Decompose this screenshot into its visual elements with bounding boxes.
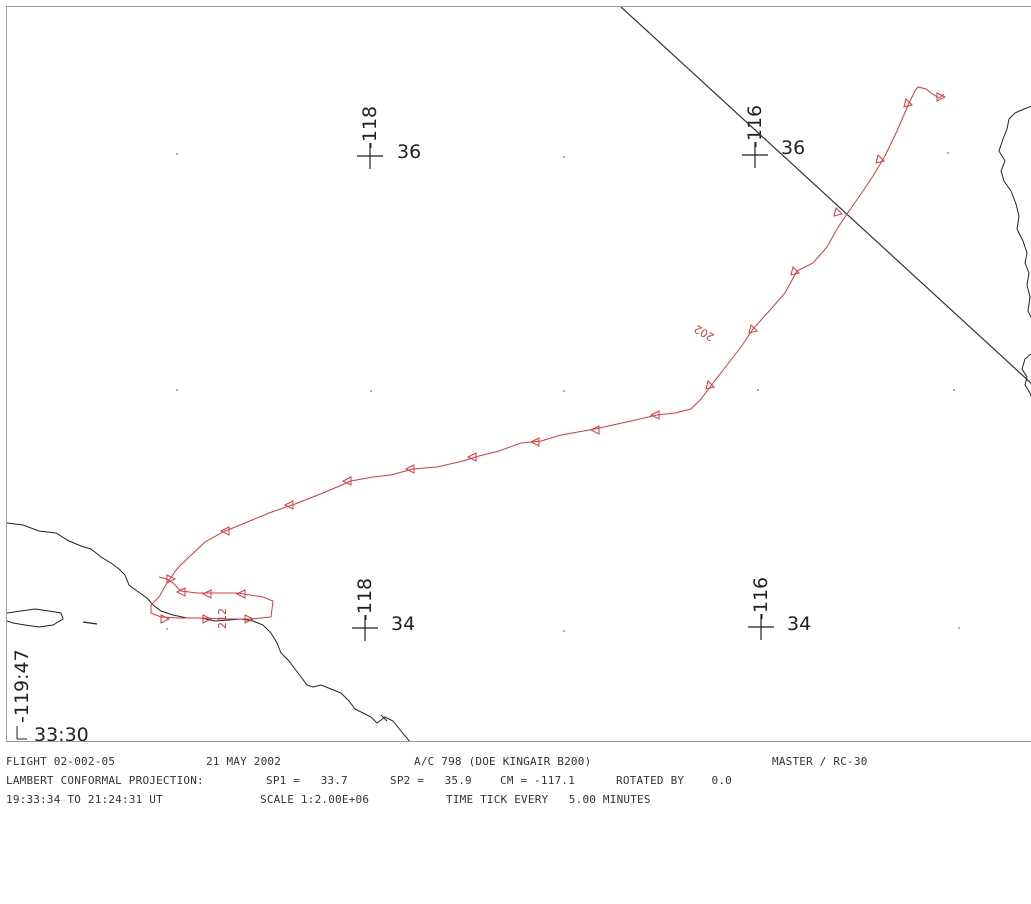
coastline-islet	[82, 621, 98, 625]
time-tick	[748, 324, 758, 334]
lat-label: 36	[397, 141, 421, 163]
time-tick	[649, 410, 660, 420]
graticule-dot	[958, 627, 960, 629]
coastline-southwest	[7, 522, 410, 741]
time-tick-interval: TIME TICK EVERY 5.00 MINUTES	[446, 793, 651, 806]
standard-parallel-2: SP2 = 35.9	[390, 774, 472, 787]
time-tick	[833, 207, 843, 217]
footer-row-3: 19:33:34 TO 21:24:31 UT SCALE 1:2.00E+06…	[6, 790, 1026, 809]
corner-lat-label: 33:30	[34, 724, 89, 742]
time-tick	[529, 437, 540, 447]
graticule-cross	[748, 614, 774, 640]
flight-track	[150, 86, 945, 620]
lon-label: -118	[354, 578, 376, 621]
graticule-dot	[757, 389, 759, 391]
lon-label: -116	[744, 105, 766, 148]
time-tick	[705, 380, 715, 390]
time-tick	[166, 574, 177, 584]
time-tick	[175, 587, 186, 597]
lon-label: -118	[359, 106, 381, 149]
time-tick	[283, 500, 294, 510]
map-panel: -118 -116 -118 -116 36 36 34 34 -119:47 …	[6, 6, 1031, 742]
graticule-dot	[563, 156, 565, 158]
time-tick	[875, 154, 885, 164]
time-tick	[466, 452, 477, 462]
lat-label: 36	[781, 137, 805, 159]
scale: SCALE 1:2.00E+06	[260, 793, 370, 806]
coastline-east	[998, 105, 1031, 398]
lon-label: -116	[750, 577, 772, 620]
time-tick	[790, 266, 800, 276]
time-tick	[589, 425, 600, 435]
projection: LAMBERT CONFORMAL PROJECTION:	[6, 774, 204, 787]
lat-label: 34	[787, 613, 811, 635]
master-camera: MASTER / RC-30	[772, 755, 868, 768]
graticule-cross	[742, 142, 768, 168]
time-tick	[936, 92, 947, 102]
corner-tick	[16, 726, 27, 740]
footer-row-2: LAMBERT CONFORMAL PROJECTION: SP1 = 33.7…	[6, 771, 1026, 790]
flight-track-map: -118 -116 -118 -116 36 36 34 34 -119:47 …	[7, 7, 1031, 742]
graticule-cross	[352, 615, 378, 641]
flight-id: FLIGHT 02-002-05	[6, 755, 116, 768]
corner-lon-label: -119:47	[11, 649, 33, 723]
track-time-label: 212	[216, 608, 229, 629]
time-range: 19:33:34 TO 21:24:31 UT	[6, 793, 163, 806]
track-time-label: 202	[692, 322, 717, 344]
graticule-dot	[370, 390, 372, 392]
time-tick	[244, 614, 255, 624]
time-tick	[202, 614, 213, 624]
lat-label: 34	[391, 613, 415, 635]
time-tick	[201, 589, 212, 599]
coastline-island	[7, 608, 64, 628]
graticule-dot	[953, 389, 955, 391]
central-meridian: CM = -117.1	[500, 774, 576, 787]
time-tick	[160, 614, 171, 624]
time-tick	[219, 526, 230, 536]
graticule-crosses	[352, 142, 774, 641]
time-tick	[235, 589, 246, 599]
time-tick	[341, 476, 352, 486]
graticule-cross	[357, 143, 383, 169]
graticule-dot	[176, 153, 178, 155]
time-tick	[903, 98, 913, 108]
flight-date: 21 MAY 2002	[206, 755, 282, 768]
flight-info-footer: FLIGHT 02-002-05 21 MAY 2002 A/C 798 (DO…	[6, 752, 1026, 809]
graticule-dot	[563, 630, 565, 632]
standard-parallel-1: SP1 = 33.7	[266, 774, 348, 787]
graticule-dot	[563, 390, 565, 392]
coastline-islet	[380, 714, 388, 722]
graticule-dot	[166, 628, 168, 630]
graticule-dots	[166, 152, 960, 632]
footer-row-1: FLIGHT 02-002-05 21 MAY 2002 A/C 798 (DO…	[6, 752, 1026, 771]
boundary-line	[620, 7, 1031, 384]
time-tick	[404, 464, 415, 474]
aircraft: A/C 798 (DOE KINGAIR B200)	[414, 755, 592, 768]
graticule-dot	[176, 389, 178, 391]
graticule-dot	[947, 152, 949, 154]
time-ticks	[160, 92, 947, 624]
rotation: ROTATED BY 0.0	[616, 774, 732, 787]
